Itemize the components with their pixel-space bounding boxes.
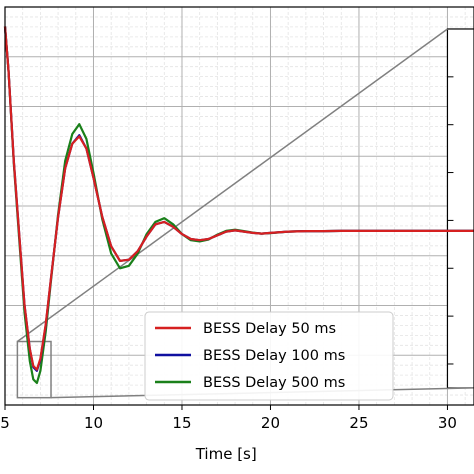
x-tick-label: 25 [349, 414, 368, 432]
legend-label: BESS Delay 100 ms [203, 348, 345, 364]
legend-label: BESS Delay 50 ms [203, 321, 336, 337]
series-group [3, 26, 474, 385]
zoom-inset [16, 28, 474, 399]
zoom-region-box [16, 340, 52, 399]
x-tick-label: 30 [438, 414, 457, 432]
x-tick-label: 10 [84, 414, 103, 432]
x-tick-label: 5 [0, 414, 10, 432]
zoom-connector-line [16, 28, 448, 343]
plot-frame [4, 6, 474, 406]
x-axis: 5 10 15 20 25 30 [0, 405, 457, 432]
legend-label: BESS Delay 500 ms [203, 375, 345, 391]
inset-axes [446, 28, 474, 389]
legend-box [144, 311, 394, 401]
legend: BESS Delay 50 ms BESS Delay 100 ms BESS De… [144, 311, 394, 401]
x-axis-label: Time [s] [195, 445, 257, 463]
series-line-1 [3, 26, 474, 371]
x-tick-label: 20 [261, 414, 280, 432]
x-tick-label: 15 [172, 414, 191, 432]
